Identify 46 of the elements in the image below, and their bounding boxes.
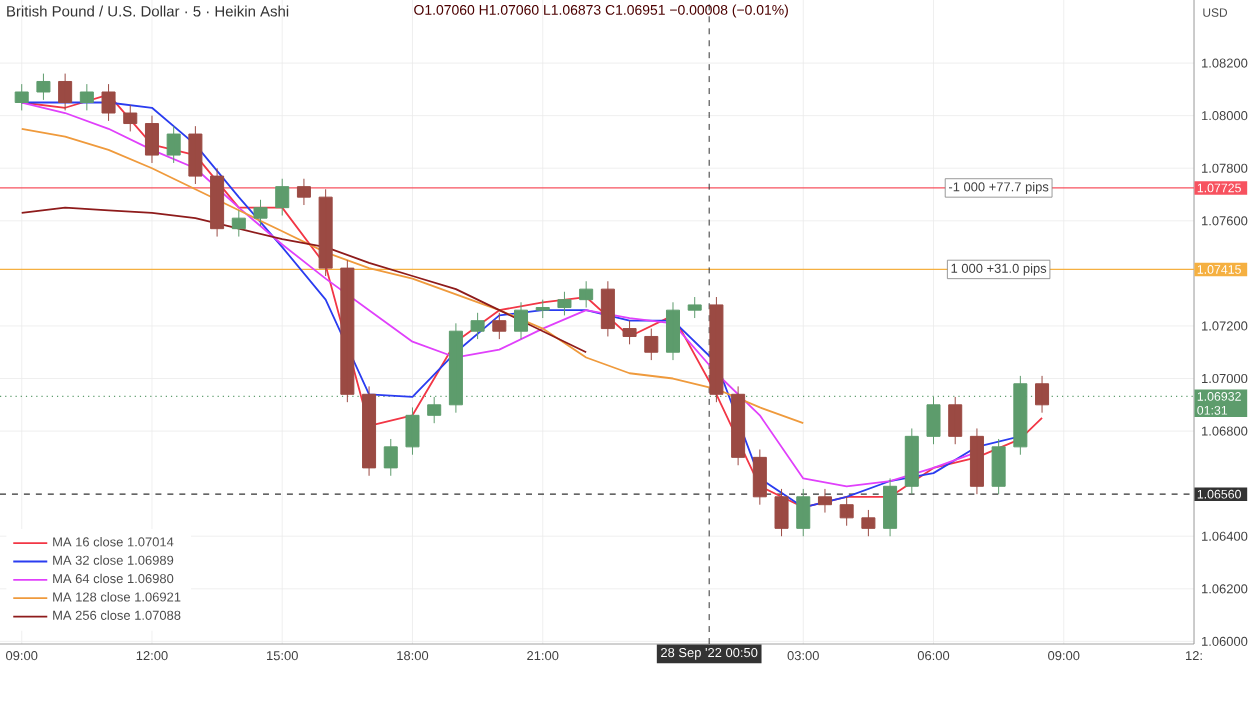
candlestick xyxy=(427,396,442,424)
candlestick xyxy=(492,312,507,340)
candlestick xyxy=(904,427,919,495)
candlestick xyxy=(557,291,572,316)
candlestick xyxy=(58,73,73,111)
candlestick xyxy=(948,396,963,445)
candlestick xyxy=(774,488,789,537)
candlestick xyxy=(991,438,1006,495)
line-series xyxy=(20,127,805,425)
candlestick xyxy=(687,296,702,319)
candlestick xyxy=(579,280,594,309)
candlestick xyxy=(709,296,724,403)
candlestick xyxy=(969,427,984,495)
candlestick xyxy=(665,301,680,361)
candlestick xyxy=(883,477,898,537)
candlestick xyxy=(101,83,116,122)
candlestick xyxy=(470,312,485,340)
candlestick xyxy=(405,406,420,456)
candlestick xyxy=(210,167,225,238)
candlestick xyxy=(622,320,637,345)
candlestick xyxy=(231,209,246,238)
candlestick xyxy=(144,115,159,164)
candlestick xyxy=(14,83,29,111)
candlestick xyxy=(253,199,268,227)
candlestick xyxy=(861,509,876,537)
candlestick xyxy=(1035,375,1050,414)
candlestick xyxy=(123,104,138,132)
candlestick xyxy=(36,73,51,101)
candlestick xyxy=(535,299,550,319)
candlestick xyxy=(296,178,311,206)
candlestick xyxy=(362,385,377,477)
candlestick xyxy=(166,125,181,164)
candlestick xyxy=(817,488,832,514)
candlestick xyxy=(79,83,94,111)
candlestick xyxy=(514,301,529,340)
candlestick xyxy=(275,178,290,217)
candlestick xyxy=(383,438,398,477)
candlestick xyxy=(600,280,615,337)
candlestick xyxy=(839,496,854,527)
candlestick xyxy=(318,188,333,277)
candlestick xyxy=(340,259,355,403)
candlestick xyxy=(752,448,767,506)
candlestick xyxy=(731,385,746,466)
candlestick xyxy=(188,125,203,185)
candlestick xyxy=(644,328,659,361)
candlestick xyxy=(796,488,811,537)
